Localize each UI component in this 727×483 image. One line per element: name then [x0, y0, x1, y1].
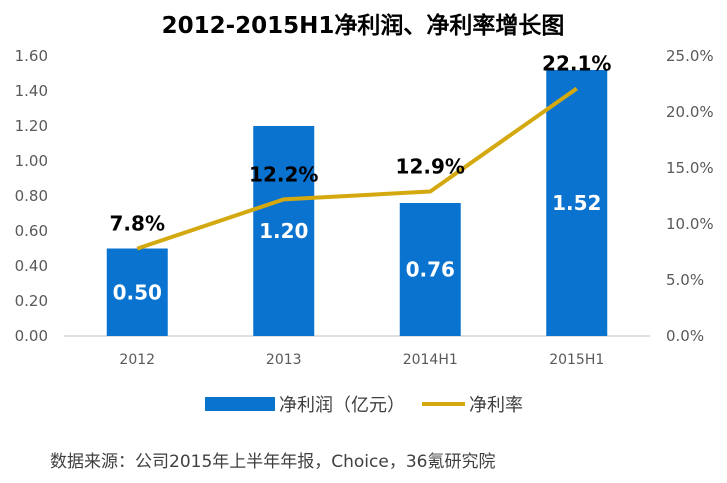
legend: 净利润（亿元） 净利率 [205, 395, 523, 416]
legend-label-line: 净利率 [469, 395, 523, 416]
right-tick-label: 10.0% [666, 215, 714, 233]
bar [253, 126, 315, 336]
source-note: 数据来源：公司2015年上半年年报，Choice，36氪研究院 [50, 452, 495, 472]
bar-value-label: 0.50 [113, 280, 162, 304]
bar-series: 0.50 1.20 0.76 1.52 [106, 70, 608, 336]
left-tick-label: 0.00 [15, 327, 48, 345]
left-tick-label: 1.20 [15, 117, 48, 135]
left-axis: 0.00 0.20 0.40 0.60 0.80 1.00 1.20 1.40 1.60 [15, 47, 48, 345]
bar-value-label: 1.20 [259, 219, 308, 243]
x-axis: 2012 2013 2014H1 2015H1 [119, 352, 604, 368]
right-tick-label: 25.0% [666, 47, 714, 65]
left-tick-label: 0.60 [15, 222, 48, 240]
legend-swatch-bar [205, 397, 275, 411]
right-tick-label: 5.0% [666, 271, 704, 289]
right-tick-label: 20.0% [666, 103, 714, 121]
net-margin-line [136, 86, 578, 251]
rate-value-label: 22.1% [542, 51, 611, 75]
x-tick-label: 2012 [119, 352, 155, 368]
left-tick-label: 1.00 [15, 152, 48, 170]
bar [106, 248, 168, 336]
line-series: 7.8% 12.2% 12.9% 22.1% [110, 51, 611, 251]
right-tick-label: 15.0% [666, 159, 714, 177]
left-tick-label: 0.20 [15, 292, 48, 310]
left-tick-label: 0.40 [15, 257, 48, 275]
chart-title: 2012-2015H1净利润、净利率增长图 [162, 12, 565, 39]
x-tick-label: 2015H1 [549, 352, 604, 368]
bar-value-label: 1.52 [552, 191, 601, 215]
rate-value-label: 12.2% [249, 162, 318, 186]
left-tick-label: 1.40 [15, 82, 48, 100]
right-axis: 0.0% 5.0% 10.0% 15.0% 20.0% 25.0% [666, 47, 714, 345]
bar [546, 70, 608, 336]
rate-value-label: 12.9% [396, 155, 465, 179]
right-tick-label: 0.0% [666, 327, 704, 345]
left-tick-label: 1.60 [15, 47, 48, 65]
rate-value-label: 7.8% [110, 212, 165, 236]
legend-label-bar: 净利润（亿元） [279, 395, 405, 416]
x-tick-label: 2013 [266, 352, 302, 368]
bar [399, 203, 461, 336]
bar-value-label: 0.76 [406, 258, 455, 282]
x-tick-label: 2014H1 [403, 352, 458, 368]
left-tick-label: 0.80 [15, 187, 48, 205]
